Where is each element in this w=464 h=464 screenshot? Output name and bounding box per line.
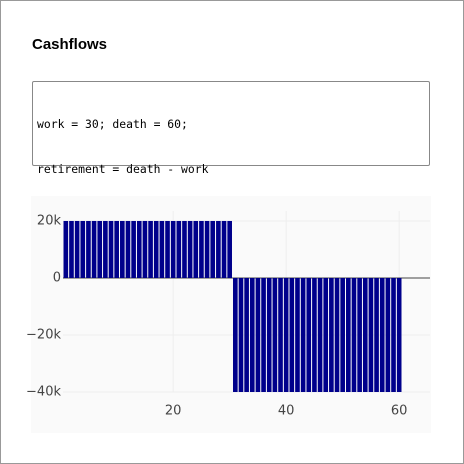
bar: [323, 277, 329, 392]
title: Cashflows: [32, 36, 108, 53]
y-tick-label: 0: [53, 270, 61, 285]
bar: [357, 277, 362, 392]
bar: [346, 277, 351, 392]
bar: [153, 220, 159, 278]
bar: [379, 277, 385, 392]
bar: [306, 277, 312, 392]
bar: [351, 277, 357, 392]
bar: [210, 220, 216, 278]
bar: [97, 220, 103, 278]
bar: [238, 277, 244, 392]
bar: [80, 220, 86, 278]
bar: [125, 220, 131, 278]
bar: [74, 220, 80, 278]
bar: [334, 277, 340, 392]
code-line: work = 30; death = 60;: [37, 117, 188, 131]
bar: [368, 277, 374, 392]
x-tick-label: 20: [165, 404, 182, 419]
bar: [261, 277, 266, 392]
bar: [86, 220, 91, 278]
bar: [159, 220, 165, 278]
bar: [108, 220, 114, 278]
y-tick-label: 20k: [37, 213, 62, 228]
y-tick-label: −20k: [26, 327, 61, 342]
bar: [227, 220, 232, 278]
bar: [266, 277, 272, 392]
bar: [193, 220, 199, 278]
bar: [278, 277, 283, 392]
bar: [148, 220, 153, 278]
bar: [136, 220, 142, 278]
bar: [131, 220, 136, 278]
bar: [249, 277, 255, 392]
bar: [255, 277, 261, 392]
bar: [374, 277, 379, 392]
bar: [272, 277, 278, 392]
bar: [182, 220, 187, 278]
bar: [103, 220, 108, 278]
bar: [233, 277, 238, 392]
x-tick-label: 60: [391, 404, 408, 419]
bar: [142, 220, 148, 278]
bar: [283, 277, 289, 392]
bar: [176, 220, 182, 278]
bar: [300, 277, 306, 392]
x-tick-label: 40: [278, 404, 295, 419]
bar: [63, 220, 69, 278]
y-tick-label: −40k: [26, 385, 61, 400]
bar: [295, 277, 300, 392]
bar: [362, 277, 368, 392]
bar: [221, 220, 227, 278]
bar: [199, 220, 204, 278]
bar: [340, 277, 345, 392]
code-line: retirement = death - work: [37, 162, 209, 176]
bar: [396, 277, 402, 392]
bar: [317, 277, 323, 392]
bar: [187, 220, 193, 278]
bar: [165, 220, 170, 278]
bar: [312, 277, 317, 392]
bar: [69, 220, 74, 278]
bar: [391, 277, 396, 392]
bar: [204, 220, 210, 278]
bar: [216, 220, 221, 278]
bar: [244, 277, 249, 392]
bar: [114, 220, 119, 278]
bar: [289, 277, 295, 392]
bar: [91, 220, 97, 278]
bar: [170, 220, 176, 278]
bar: [385, 277, 391, 392]
bar: [120, 220, 125, 278]
bar: [329, 277, 334, 392]
